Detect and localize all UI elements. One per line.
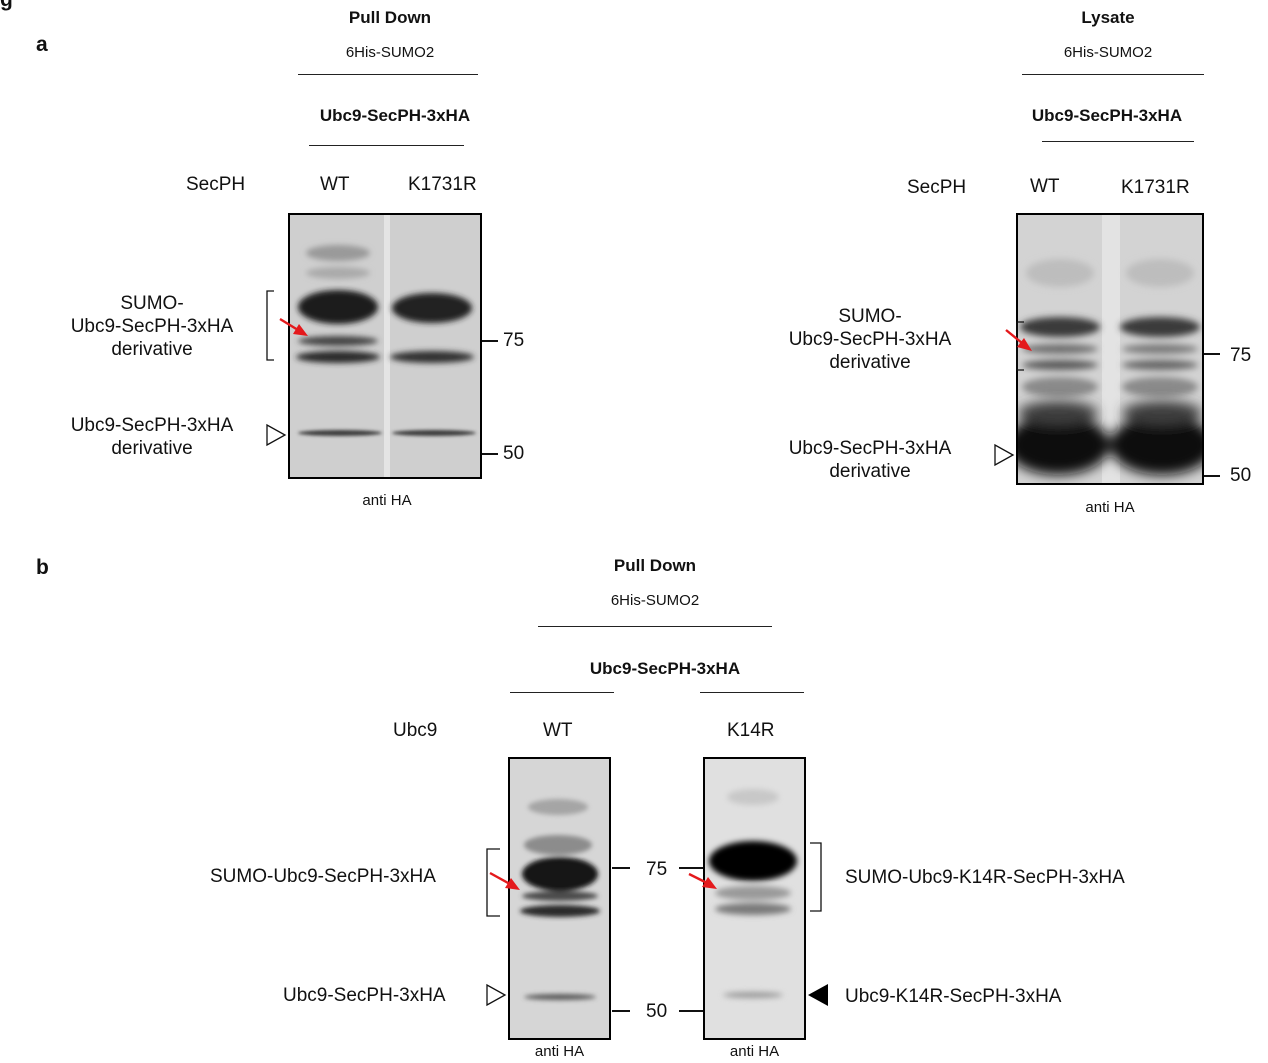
lysate-construct-bracket-line bbox=[1042, 141, 1194, 142]
open-arrowhead-lysate bbox=[995, 445, 1013, 465]
lysate-marker-75: 75 bbox=[1230, 345, 1251, 367]
b-label-unmodified-wt: Ubc9-SecPH-3xHA bbox=[283, 985, 446, 1007]
open-arrowhead-b-wt bbox=[487, 985, 505, 1005]
antibody-label-a: anti HA bbox=[290, 492, 484, 509]
bracket-sumo-b-k14r bbox=[810, 843, 821, 911]
b-label-sumo-k14r: SUMO-Ubc9-K14R-SecPH-3xHA bbox=[845, 867, 1125, 889]
western-blot-pulldown-a bbox=[288, 213, 482, 479]
lysate-bait-bracket-line bbox=[1022, 74, 1204, 75]
bracket-sumo-b-wt bbox=[487, 849, 500, 916]
lane-label-wt: WT bbox=[320, 174, 350, 196]
western-blot-lysate-a bbox=[1016, 213, 1204, 485]
b-bait: 6His-SUMO2 bbox=[555, 592, 755, 609]
b-label-unmodified-k14r: Ubc9-K14R-SecPH-3xHA bbox=[845, 986, 1061, 1008]
lysate-lane-label-k1731r: K1731R bbox=[1121, 177, 1190, 199]
lysate-bait: 6His-SUMO2 bbox=[1008, 44, 1208, 61]
lysate-antibody-label: anti HA bbox=[1016, 499, 1204, 516]
lysate-marker-50: 50 bbox=[1230, 465, 1251, 487]
b-wt-bracket-line bbox=[510, 692, 614, 693]
open-arrowhead-a bbox=[267, 425, 285, 445]
lysate-construct: Ubc9-SecPH-3xHA bbox=[982, 106, 1232, 126]
pulldown-construct: Ubc9-SecPH-3xHA bbox=[270, 106, 520, 126]
bait-bracket-line bbox=[298, 74, 478, 75]
b-row-label-ubc9: Ubc9 bbox=[393, 720, 437, 742]
bracket-sumo-a bbox=[267, 291, 274, 360]
b-construct: Ubc9-SecPH-3xHA bbox=[540, 659, 790, 679]
red-arrow-b-wt bbox=[490, 873, 510, 884]
b-lane-label-k14r: K14R bbox=[727, 720, 775, 742]
b-lane-label-wt: WT bbox=[543, 720, 573, 742]
b-k14r-bracket-line bbox=[700, 692, 804, 693]
lane-label-k1731r: K1731R bbox=[408, 174, 477, 196]
b-bait-bracket-line bbox=[538, 626, 772, 627]
lysate-label-sumo-derivative: SUMO- Ubc9-SecPH-3xHA derivative bbox=[770, 305, 970, 374]
row-label-secph: SecPH bbox=[186, 174, 245, 196]
lysate-lane-label-wt: WT bbox=[1030, 176, 1060, 198]
label-sumo-derivative-a: SUMO- Ubc9-SecPH-3xHA derivative bbox=[52, 292, 252, 361]
pulldown-bait: 6His-SUMO2 bbox=[290, 44, 490, 61]
construct-bracket-line bbox=[309, 145, 464, 146]
lysate-row-label-secph: SecPH bbox=[907, 177, 966, 199]
western-blot-b-wt bbox=[508, 757, 611, 1040]
label-unmodified-derivative-a: Ubc9-SecPH-3xHA derivative bbox=[52, 414, 252, 460]
panel-label-a: a bbox=[36, 33, 48, 57]
pulldown-title: Pull Down bbox=[290, 8, 490, 28]
b-label-sumo-wt: SUMO-Ubc9-SecPH-3xHA bbox=[210, 866, 436, 888]
b-title: Pull Down bbox=[555, 556, 755, 576]
filled-arrowhead-b-k14r bbox=[808, 984, 828, 1006]
marker-75-a: 75 bbox=[503, 330, 524, 352]
b-antibody-label-wt: anti HA bbox=[508, 1043, 611, 1060]
western-blot-b-k14r bbox=[703, 757, 806, 1040]
panel-label-b: b bbox=[36, 556, 49, 580]
b-marker-50: 50 bbox=[646, 1001, 667, 1023]
lysate-label-unmodified-derivative: Ubc9-SecPH-3xHA derivative bbox=[770, 437, 970, 483]
b-marker-75: 75 bbox=[646, 859, 667, 881]
marker-50-a: 50 bbox=[503, 443, 524, 465]
b-antibody-label-k14r: anti HA bbox=[703, 1043, 806, 1060]
corner-letter: g bbox=[0, 0, 13, 12]
lysate-title: Lysate bbox=[1008, 8, 1208, 28]
